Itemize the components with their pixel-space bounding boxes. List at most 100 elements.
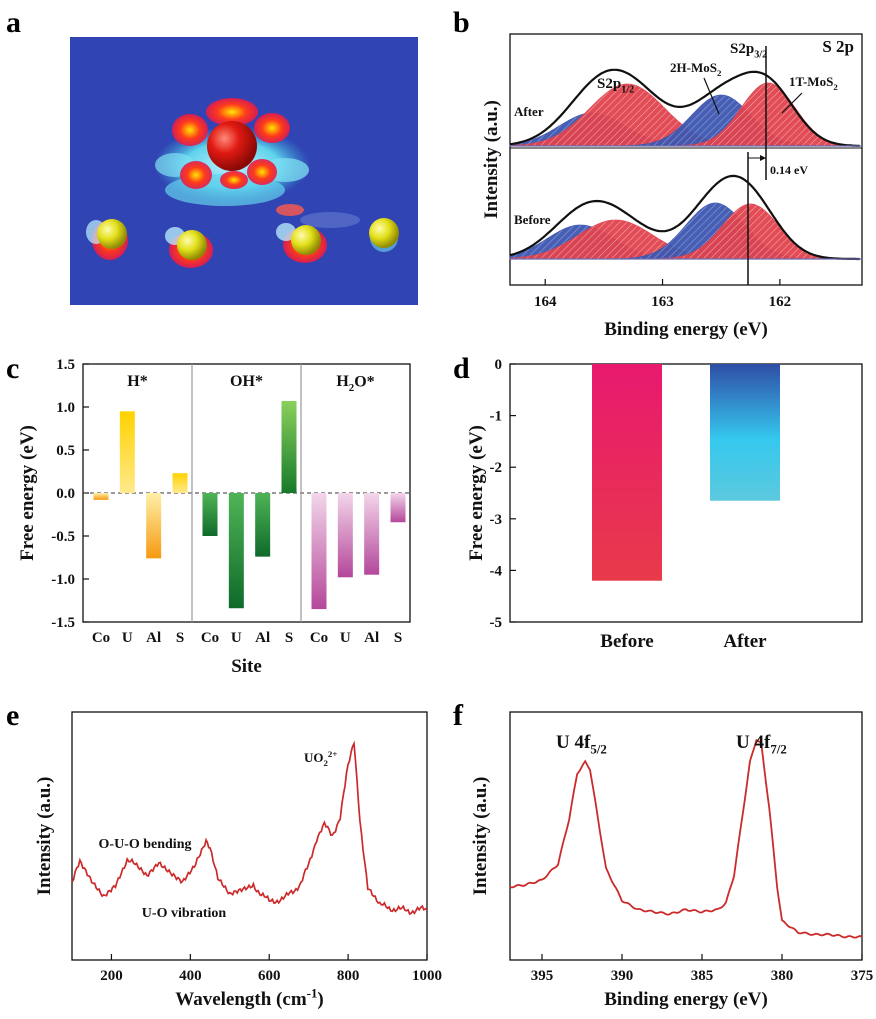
bar-before — [592, 364, 662, 581]
label-vibration: U-O vibration — [142, 906, 227, 921]
xps-u4f-curve — [509, 738, 863, 939]
panel-a-letter: a — [6, 6, 21, 39]
x-tick-label-0-3: S — [176, 630, 184, 646]
y-axis-label: Free energy (eV) — [466, 425, 487, 561]
raman-curve — [71, 740, 428, 916]
sulfur-atom-2 — [165, 227, 213, 268]
bar-2-s — [390, 493, 406, 523]
envelope-curve-1 — [509, 174, 860, 261]
x-tick-label-1-3: S — [285, 630, 293, 646]
chart-title: S 2p — [822, 37, 854, 56]
bar-2-al — [364, 493, 380, 575]
bar-0-al — [146, 493, 162, 559]
x-axis-label: Binding energy (eV) — [604, 319, 768, 340]
y-axis-label: Intensity (a.u.) — [481, 100, 502, 219]
group-label-2: H2O* — [336, 373, 374, 394]
label-2h-mos2: 2H-MoS2 — [670, 60, 722, 78]
y-tick-label-1: -1 — [490, 409, 503, 425]
x-tick-label-1: 400 — [179, 968, 202, 984]
x-tick-label-0: 200 — [100, 968, 123, 984]
y-tick-label-4: 0.5 — [56, 443, 75, 459]
x-axis-label: Site — [231, 656, 262, 677]
y-tick-label-0: 0 — [495, 357, 503, 373]
x-tick-label-1-2: Al — [255, 630, 270, 646]
y-tick-label-4: -4 — [490, 563, 503, 579]
x-tick-label-0: 395 — [531, 968, 554, 984]
panel-b-letter: b — [453, 6, 470, 39]
y-axis-label: Free energy (eV) — [17, 425, 38, 561]
y-tick-label-0: -1.5 — [51, 615, 75, 631]
x-tick-label-2: 385 — [691, 968, 714, 984]
y-tick-label-5: 1.0 — [56, 400, 75, 416]
label-after: After — [514, 104, 544, 119]
bar-1-al — [255, 493, 271, 557]
bar-0-s — [172, 473, 188, 493]
red-density-lobe — [206, 98, 258, 126]
x-tick-label-2-1: U — [340, 630, 351, 646]
group-label-0: H* — [127, 373, 147, 390]
group-label-1: OH* — [230, 373, 263, 390]
x-tick-label-0-0: Co — [92, 630, 110, 646]
x-tick-label-4: 375 — [851, 968, 874, 984]
x-tick-label-3: 800 — [337, 968, 360, 984]
x-tick-label-4: 1000 — [412, 968, 442, 984]
y-tick-label-2: -2 — [490, 460, 503, 476]
uranium-atom — [207, 121, 257, 171]
x-tick-label-1: 390 — [611, 968, 634, 984]
plot-frame — [509, 711, 863, 961]
y-axis-label: Intensity (a.u.) — [34, 777, 55, 896]
x-tick-label-2: 600 — [258, 968, 281, 984]
plot-frame — [509, 33, 863, 286]
label-u4f52: U 4f5/2 — [556, 732, 607, 757]
panel-f-letter: f — [453, 699, 464, 732]
pointer-1t — [781, 92, 803, 114]
x-axis-label: Binding energy (eV) — [604, 989, 768, 1010]
y-tick-label-3: 0.0 — [56, 486, 75, 502]
x-tick-label-0-2: Al — [146, 630, 161, 646]
bar-1-s — [281, 400, 297, 493]
bar-0-u — [119, 411, 135, 493]
label-bending: O-U-O bending — [99, 837, 192, 852]
label-uo2: UO22+ — [304, 749, 337, 768]
y-tick-label-3: -3 — [490, 512, 503, 528]
bar-1-u — [228, 493, 244, 609]
panel-c-letter: c — [6, 352, 19, 385]
x-tick-label-2-0: Co — [310, 630, 328, 646]
chart-e-raman: 200 400 600 800 1000 Wavelength (cm-1) Intensi… — [34, 711, 442, 1010]
label-shift: 0.14 eV — [770, 163, 808, 177]
label-1t-mos2: 1T-MoS2 — [789, 74, 838, 92]
x-tick-label-1: After — [723, 631, 767, 652]
x-tick-label-3: 380 — [771, 968, 794, 984]
panel-d-letter: d — [453, 352, 470, 385]
x-tick-label-0: Before — [600, 631, 653, 652]
x-tick-label-2-3: S — [394, 630, 402, 646]
label-before: Before — [514, 212, 551, 227]
label-s2p12: S2p1/2 — [597, 76, 634, 96]
x-tick-label-2: 162 — [769, 294, 792, 310]
shift-arrow-head — [760, 155, 766, 161]
y-tick-label-1: -1.0 — [51, 572, 75, 588]
x-axis-label: Wavelength (cm-1) — [175, 985, 324, 1010]
sulfur-atom-4 — [369, 218, 399, 252]
x-tick-label-0-1: U — [122, 630, 133, 646]
y-tick-label-2: -0.5 — [51, 529, 75, 545]
bar-after — [710, 364, 780, 501]
panel-e-letter: e — [6, 699, 19, 732]
label-s2p32: S2p3/2 — [730, 41, 767, 61]
bar-2-u — [337, 493, 353, 578]
x-tick-label-1-1: U — [231, 630, 242, 646]
x-tick-label-1-0: Co — [201, 630, 219, 646]
bar-2-co — [311, 493, 327, 610]
y-tick-label-6: 1.5 — [56, 357, 75, 373]
x-tick-label-2-2: Al — [364, 630, 379, 646]
envelope-curve-0 — [509, 68, 860, 147]
bar-1-co — [202, 493, 218, 536]
y-tick-label-5: -5 — [490, 615, 503, 631]
sulfur-atom-3 — [276, 223, 327, 263]
plot-frame — [71, 711, 428, 961]
sulfur-atom-1 — [86, 219, 128, 260]
x-tick-label-0: 164 — [534, 294, 557, 310]
pointer-2h — [703, 77, 720, 115]
